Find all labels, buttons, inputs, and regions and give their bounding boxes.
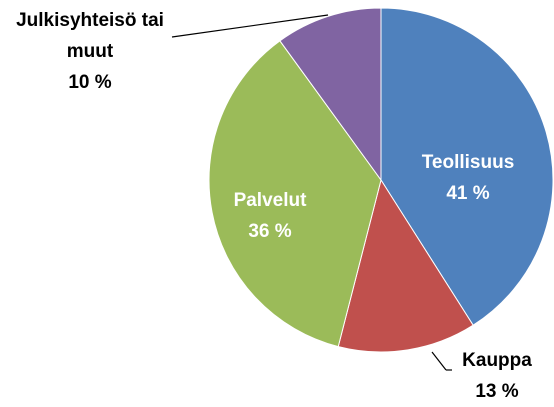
pie-slice (380, 7, 554, 326)
value-label: 10 % (68, 72, 112, 93)
pie-slice (279, 7, 382, 182)
value-label: 41 % (446, 183, 490, 204)
category-label: Teollisuus (421, 152, 515, 173)
category-label: Julkisyhteisö tai muut (16, 10, 164, 62)
category-label: Kauppa (462, 350, 532, 371)
slice-label: Teollisuus 41 % (388, 147, 548, 209)
value-label: 13 % (475, 381, 519, 402)
category-label: Palvelut (233, 190, 307, 211)
pie-slice (337, 178, 474, 353)
pie-slice (208, 40, 382, 348)
value-label: 36 % (248, 221, 292, 242)
slice-label: Kauppa 13 % (417, 345, 554, 407)
leader-line (431, 351, 447, 371)
slice-label: Julkisyhteisö tai muut 10 % (10, 5, 170, 98)
slice-label: Palvelut 36 % (190, 185, 350, 247)
leader-line (171, 14, 329, 38)
